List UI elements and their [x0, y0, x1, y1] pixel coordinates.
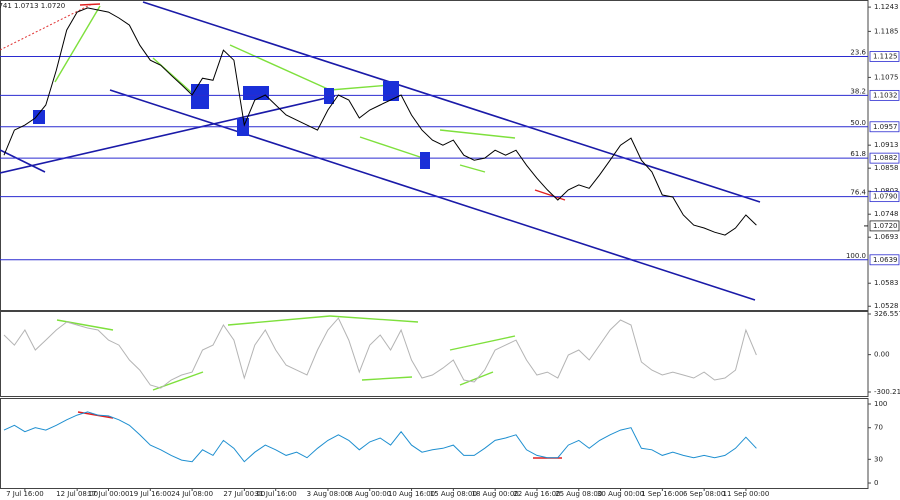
marker-box [243, 86, 269, 100]
price-box-label: 1.0882 [873, 154, 898, 162]
divergence-line [449, 335, 516, 351]
divergence-line [459, 164, 486, 173]
channel-line [142, 1, 761, 203]
x-tick-label: 7 Jul 16:00 [6, 490, 44, 498]
x-tick-label: 1 Sep 16:00 [641, 490, 683, 498]
fib-level-name: 23.6 [850, 48, 866, 56]
divergence-line [329, 315, 419, 323]
marker-box [383, 81, 399, 101]
y-tick-label: 1.0803 [874, 187, 899, 195]
marker-box [191, 84, 209, 109]
price-box [869, 152, 900, 164]
x-tick-label: 27 Jul 00:00 [223, 490, 265, 498]
fib-level-name: 100.0 [846, 252, 866, 260]
price-box [869, 121, 900, 133]
y-tick-label: 1.0858 [874, 164, 899, 172]
x-tick-label: 15 Aug 08:00 [430, 490, 477, 498]
trend-line [0, 149, 46, 173]
y-tick-label: 1.0693 [874, 233, 899, 241]
price-box-label: 1.0957 [873, 123, 898, 131]
y-tick-label: 0.00 [874, 351, 890, 359]
x-tick-label: 12 Jul 08:00 [56, 490, 98, 498]
x-tick-label: 31 Jul 16:00 [255, 490, 297, 498]
price-box [869, 51, 900, 62]
y-tick-label: 1.1243 [874, 3, 899, 11]
price-line [3, 411, 757, 463]
last-price-box [869, 220, 900, 232]
divergence-line [79, 3, 101, 6]
channel-line [109, 89, 756, 301]
header-text: 0741 1.0713 1.0720 [0, 2, 65, 10]
divergence-line [229, 44, 331, 91]
fib-level-name: 76.4 [850, 189, 866, 197]
x-tick-label: 22 Aug 16:00 [513, 490, 560, 498]
y-tick-label: 1.0913 [874, 141, 899, 149]
divergence-line [439, 129, 516, 139]
price-box [869, 89, 900, 101]
x-tick-label: 30 Aug 00:00 [597, 490, 644, 498]
marker-box [420, 152, 430, 169]
y-tick-label: 1.1075 [874, 73, 899, 81]
x-tick-label: 8 Aug 00:00 [348, 490, 391, 498]
y-tick-label: 1.0583 [874, 279, 899, 287]
y-tick-label: 1.0748 [874, 210, 899, 218]
price-pane [0, 0, 869, 311]
divergence-line [227, 315, 331, 326]
y-tick-label: 100 [874, 400, 887, 408]
y-tick-label: -300.211 [874, 388, 900, 396]
price-line [3, 7, 757, 236]
x-tick-label: 17 Jul 00:00 [88, 490, 130, 498]
cci-pane [0, 311, 869, 397]
y-tick-label: 1.0528 [874, 302, 899, 310]
y-tick-label: 326.5573 [874, 310, 900, 318]
x-tick-label: 6 Sep 08:00 [683, 490, 725, 498]
divergence-line [361, 376, 413, 381]
price-box-label: 1.1125 [873, 52, 898, 60]
marker-box [33, 110, 45, 124]
price-line [3, 317, 757, 389]
x-tick-label: 25 Aug 08:00 [555, 490, 602, 498]
fib-level-name: 38.2 [850, 87, 866, 95]
fib-level-name: 61.8 [850, 150, 866, 158]
y-tick-label: 30 [874, 455, 883, 463]
price-box-label: 1.0639 [873, 256, 898, 264]
last-price-label: 1.0720 [873, 222, 898, 230]
divergence-line [152, 371, 204, 391]
price-box-label: 1.0790 [873, 193, 898, 201]
y-tick-label: 70 [874, 424, 883, 432]
y-tick-label: 0 [874, 479, 878, 487]
divergence-line [459, 371, 494, 386]
rsi-pane [0, 398, 869, 489]
divergence-line [359, 136, 421, 158]
x-tick-label: 24 Jul 08:00 [171, 490, 213, 498]
divergence-line [54, 5, 101, 83]
divergence-line [329, 84, 391, 91]
x-tick-label: 3 Aug 08:00 [307, 490, 350, 498]
x-tick-label: 11 Sep 00:00 [723, 490, 770, 498]
x-tick-label: 10 Aug 16:00 [388, 490, 435, 498]
dashed-line [0, 3, 93, 51]
fib-level-name: 50.0 [850, 119, 866, 127]
x-tick-label: 19 Jul 16:00 [129, 490, 171, 498]
x-tick-label: 18 Aug 00:00 [472, 490, 519, 498]
price-box [869, 254, 900, 266]
price-box-label: 1.1032 [873, 91, 898, 99]
price-box [869, 191, 900, 203]
y-tick-label: 1.1185 [874, 27, 899, 35]
marker-box [324, 88, 334, 104]
